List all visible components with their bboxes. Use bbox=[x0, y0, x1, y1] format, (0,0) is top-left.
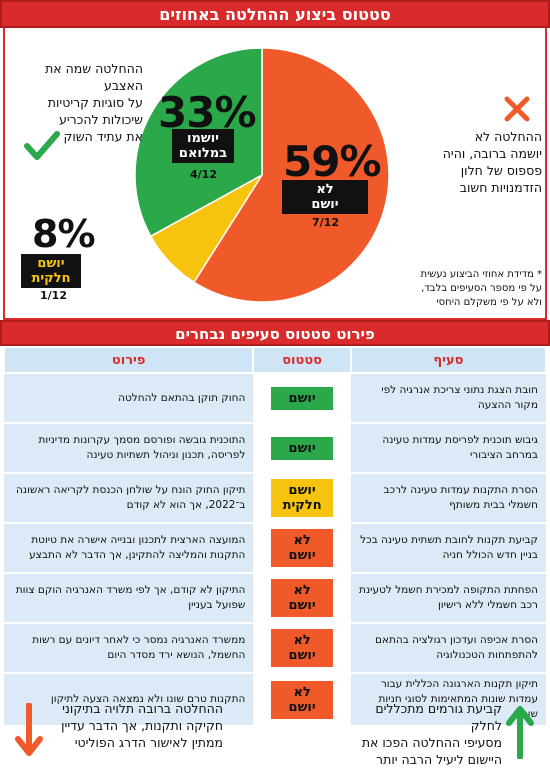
section-title: פירוט סטטוס סעיפים נבחרים bbox=[0, 320, 550, 346]
chart-frame bbox=[3, 28, 547, 320]
footer-note-right: קביעת גורמים מתכללים לחלק מסעיפי ההחלטה … bbox=[361, 701, 502, 767]
status-badge: לא יושם bbox=[271, 529, 334, 567]
frac-red: 7/12 bbox=[312, 216, 339, 229]
badge-red: לא יושם bbox=[282, 180, 368, 214]
detail-cell: התקנות טרם שונו ולא נמצאה הצעה לתיקון bbox=[4, 672, 254, 727]
red-note: ההחלטה לא יושמה ברובה, והיה פספוס של חלו… bbox=[442, 129, 542, 195]
status-table: סעיף סטטוס פירוט חובת הצגת נתוני צריכת א… bbox=[2, 346, 548, 727]
clause-cell: הסרת התקנות עמדות טעינה לרכב חשמלי בבית … bbox=[350, 472, 546, 524]
status-badge: יושם bbox=[271, 436, 334, 460]
pct-label-red: 59% bbox=[283, 137, 382, 186]
status-cell: יושם חלקית bbox=[253, 472, 351, 524]
status-cell: יושם bbox=[253, 422, 351, 474]
chart-title: סטטוס ביצוע ההחלטה באחוזים bbox=[0, 0, 550, 28]
frac-yellow: 1/12 bbox=[40, 289, 67, 302]
status-cell: לא יושם bbox=[253, 522, 351, 574]
status-cell: לא יושם bbox=[253, 622, 351, 674]
table-row: קביעת תקנות לחובת תשתית טעינה בכל בניין … bbox=[4, 522, 546, 574]
detail-cell: המועצה הארצית לתכנון ובנייה אישרה את טיו… bbox=[4, 522, 254, 574]
status-cell: לא יושם bbox=[253, 572, 351, 624]
arrow-up-icon bbox=[506, 706, 534, 759]
status-badge: יושם bbox=[271, 386, 334, 410]
detail-cell: התוכנית גובשה ופורסם מסמך עקרונות מדיניו… bbox=[4, 422, 254, 474]
detail-cell: ממשרד האנרגיה נמסר כי לאחר דיונים עם רשו… bbox=[4, 622, 254, 674]
footnote: * מדידת אחוזי הביצוע נעשית על פי מספר הס… bbox=[420, 269, 543, 308]
status-badge: לא יושם bbox=[271, 579, 334, 617]
detail-cell: החוק תוקן בהתאם להחלטה bbox=[4, 372, 254, 424]
clause-cell: קביעת תקנות לחובת תשתית טעינה בכל בניין … bbox=[350, 522, 546, 574]
pct-label-yellow: 8% bbox=[32, 212, 96, 256]
arrow-down-icon bbox=[15, 703, 43, 756]
table-row: הסרת אכיפה ועדכון רגולציה בהתאם להתפתחות… bbox=[4, 622, 546, 674]
table-row: הסרת התקנות עמדות טעינה לרכב חשמלי בבית … bbox=[4, 472, 546, 524]
pie-chart bbox=[134, 47, 390, 303]
clause-cell: הפחתת התקופה למכירת חשמל לטעינת רכב חשמל… bbox=[350, 572, 546, 624]
table-header-row: סעיף סטטוס פירוט bbox=[2, 346, 548, 374]
status-badge: לא יושם bbox=[271, 680, 334, 719]
clause-cell: תיקון תקנות הארגונה הכללית עבור עמדות שו… bbox=[350, 672, 546, 727]
detail-cell: התיקון לא קודם, אך לפי משרד האנרגיה הוקם… bbox=[4, 572, 254, 624]
footer-note-left: ההחלטה ברובה תלויה בתיקוני חקיקה ותקנות,… bbox=[61, 701, 223, 750]
x-mark-icon bbox=[504, 96, 530, 122]
badge-green: יושמו במלואם bbox=[172, 129, 234, 163]
table-row: הפחתת התקופה למכירת חשמל לטעינת רכב חשמל… bbox=[4, 572, 546, 624]
header-clause: סעיף bbox=[349, 346, 548, 374]
table-row: תיקון תקנות הארגונה הכללית עבור עמדות שו… bbox=[4, 672, 546, 727]
header-detail: פירוט bbox=[2, 346, 255, 374]
status-badge: יושם חלקית bbox=[271, 479, 334, 517]
frac-green: 4/12 bbox=[190, 168, 217, 181]
status-badge: לא יושם bbox=[271, 629, 334, 667]
clause-cell: הסרת אכיפה ועדכון רגולציה בהתאם להתפתחות… bbox=[350, 622, 546, 674]
status-cell: יושם bbox=[253, 372, 351, 424]
pct-label-green: 33% bbox=[158, 88, 257, 137]
detail-cell: תיקון החוק הונח על שולחן הכנסת לקריאה רא… bbox=[4, 472, 254, 524]
green-note: ההחלטה שמה את האצבע על סוגיות קריטיות שי… bbox=[45, 61, 143, 144]
checkmark-icon bbox=[24, 131, 60, 160]
header-status: סטטוס bbox=[252, 346, 352, 374]
pie-slice bbox=[192, 47, 390, 303]
badge-yellow: יושם חלקית bbox=[21, 254, 81, 288]
table-row: גיבוש תוכנית לפריסת עמדות טעינה במרחב הצ… bbox=[4, 422, 546, 474]
clause-cell: חובת הצגת נתוני צריכת אנרגיה לפי מקור הה… bbox=[350, 372, 546, 424]
table-row: חובת הצגת נתוני צריכת אנרגיה לפי מקור הה… bbox=[4, 372, 546, 424]
status-cell: לא יושם bbox=[253, 672, 351, 727]
clause-cell: גיבוש תוכנית לפריסת עמדות טעינה במרחב הצ… bbox=[350, 422, 546, 474]
